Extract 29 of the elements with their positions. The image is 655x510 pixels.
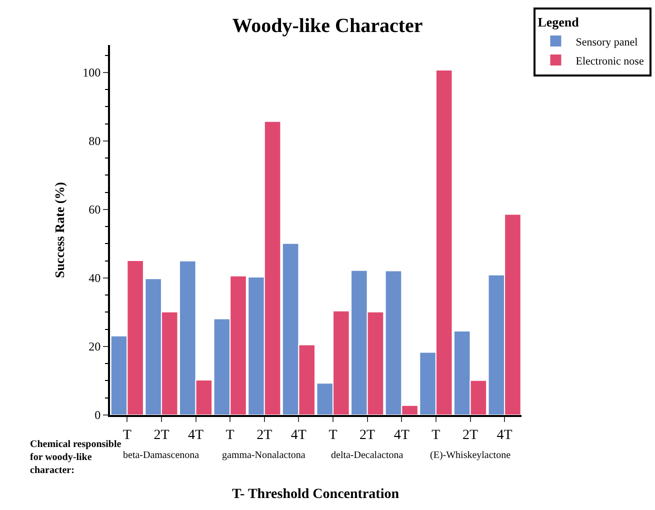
legend-label: Sensory panel [576,36,638,48]
text: (E)-Whiskeylactone [430,450,512,461]
y-tick-label: 100 [82,66,101,80]
x-tick-label: 4T [394,428,410,443]
x-tick-label: 2T [256,428,273,443]
x-tick-label: T [226,428,235,443]
text: delta-Decalactona [331,450,404,461]
x-tick-label: 2T [462,428,478,443]
y-axis-title: Success Rate (%) [52,182,68,278]
x-tick-label: T [122,428,132,443]
x-tick-label: 2T [154,428,170,443]
text: Chemical responsible for woody-like character: [30,439,122,476]
x-tick-label: 4T [188,428,204,443]
x-tick-label: 4T [290,428,307,443]
x-tick-label: T [432,428,441,443]
text: gamma-Nonalactona [222,450,306,461]
y-tick-label: 60 [88,202,101,217]
chart-title: Woody-like Character [232,14,423,37]
y-tick-label: 40 [88,271,101,286]
text: beta-Damascenona [123,450,200,461]
y-tick-label: 20 [88,340,101,354]
x-axis-title: T- Threshold Concentration [232,487,400,502]
y-tick-label: 80 [88,134,101,148]
x-tick-label: T [328,428,338,443]
legend-title: Legend [538,14,580,30]
x-tick-label: 4T [496,428,513,443]
x-tick-label: 2T [360,428,376,443]
y-tick-label: 0 [94,408,101,422]
legend-label: Electronic nose [576,55,644,68]
